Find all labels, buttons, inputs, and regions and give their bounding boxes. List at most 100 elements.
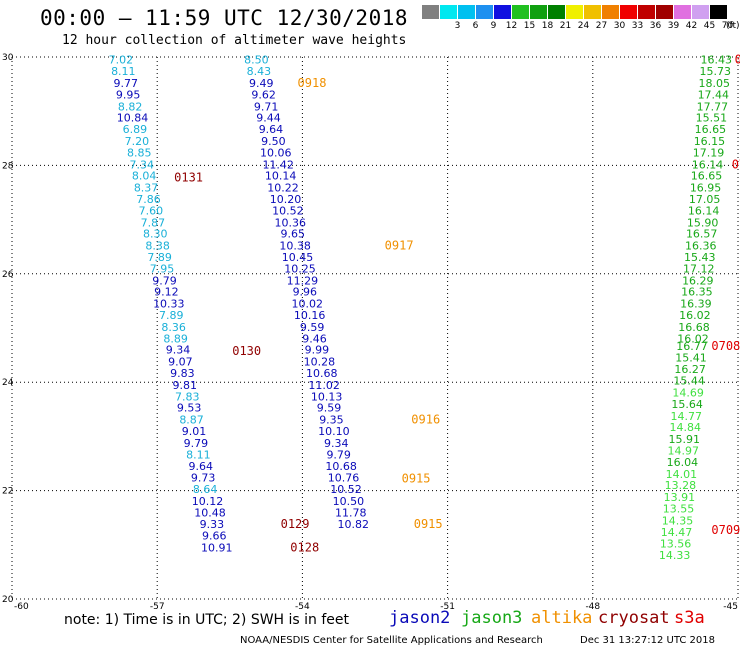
swh-data-label: 9.53 <box>177 402 202 415</box>
scale-label: 36 <box>649 21 662 31</box>
scale-swatch <box>710 5 727 19</box>
swh-data-label: 9.59 <box>300 321 325 334</box>
swh-data-label: 9.01 <box>182 425 207 438</box>
swh-data-label: 9.64 <box>189 460 214 473</box>
swh-data-label: 8.43 <box>247 65 272 78</box>
swh-data-label: 14.01 <box>666 468 698 481</box>
swh-data-label: 9.81 <box>173 379 198 392</box>
x-tick-label: -48 <box>585 602 600 610</box>
swh-data-label: 15.51 <box>696 112 728 125</box>
swh-data-label: 14.69 <box>672 386 704 399</box>
swh-data-label: 9.77 <box>113 77 138 90</box>
swh-data-label: 14.33 <box>659 549 691 562</box>
pass-time-label: 0915 <box>414 517 443 531</box>
swh-data-label: 10.50 <box>333 495 365 508</box>
swh-data-label: 8.87 <box>179 414 204 427</box>
swh-data-label: 9.44 <box>256 112 281 125</box>
swh-data-label: 9.33 <box>200 518 225 531</box>
swh-data-label: 18.05 <box>699 77 731 90</box>
altimeter-plot: -60 -57 -54 -51 -48 -453028262422207.028.119.… <box>2 53 740 610</box>
swh-data-label: 11.02 <box>308 379 340 392</box>
swh-data-label: 9.71 <box>254 100 279 113</box>
y-tick-label: 20 <box>2 595 14 605</box>
scale-label: 9 <box>490 21 497 31</box>
swh-data-label: 9.35 <box>319 414 344 427</box>
pass-time-label: 0130 <box>232 344 261 358</box>
swh-data-label: 9.73 <box>191 472 216 485</box>
swh-data-label: 16.43 <box>700 54 732 67</box>
scale-label: 27 <box>595 21 608 31</box>
swh-data-label: 16.27 <box>674 363 706 376</box>
swh-data-label: 7.89 <box>147 251 172 264</box>
swh-data-label: 10.76 <box>328 472 360 485</box>
swh-data-label: 10.68 <box>325 460 357 473</box>
scale-swatch <box>656 5 673 19</box>
swh-data-label: 16.95 <box>690 182 722 195</box>
swh-data-label: 16.04 <box>667 456 699 469</box>
swh-data-label: 9.95 <box>116 88 141 101</box>
swh-data-label: 10.45 <box>282 251 314 264</box>
pass-time-label: 0708 <box>711 339 740 353</box>
scale-label: 70 <box>721 21 734 31</box>
scale-swatch <box>476 5 493 19</box>
swh-data-label: 16.39 <box>680 298 712 311</box>
y-tick-label: 22 <box>2 487 13 497</box>
scale-label: 24 <box>577 21 590 31</box>
swh-data-label: 10.33 <box>153 298 185 311</box>
swh-data-label: 10.48 <box>194 506 226 519</box>
swh-data-label: 9.65 <box>280 228 305 241</box>
chart-subtitle: 12 hour collection of altimeter wave hei… <box>62 33 407 48</box>
swh-data-label: 10.25 <box>284 262 316 275</box>
swh-data-label: 14.97 <box>668 444 700 457</box>
chart-title: 00:00 – 11:59 UTC 12/30/2018 <box>40 6 409 30</box>
pass-time-label: 0 <box>735 53 740 67</box>
swh-data-label: 17.12 <box>683 262 715 275</box>
swh-data-label: 16.65 <box>695 123 727 136</box>
swh-data-label: 9.96 <box>293 286 318 299</box>
scale-swatch <box>584 5 601 19</box>
swh-data-label: 16.14 <box>688 204 720 217</box>
swh-data-label: 8.38 <box>145 240 170 253</box>
swh-data-label: 16.02 <box>677 332 709 345</box>
swh-data-label: 9.62 <box>251 88 276 101</box>
x-tick-label: -51 <box>440 602 455 610</box>
swh-data-label: 9.83 <box>170 367 195 380</box>
swh-data-label: 13.56 <box>660 538 692 551</box>
swh-data-label: 9.59 <box>317 402 342 415</box>
pass-time-label: 070 <box>732 157 740 171</box>
swh-data-label: 16.57 <box>686 228 718 241</box>
scale-swatch <box>530 5 547 19</box>
swh-data-label: 7.60 <box>139 204 164 217</box>
swh-data-label: 9.07 <box>168 356 193 369</box>
scale-label: 33 <box>631 21 644 31</box>
scale-swatch <box>674 5 691 19</box>
swh-data-label: 16.29 <box>682 274 714 287</box>
swh-data-label: 10.52 <box>330 483 362 496</box>
pass-time-label: 0917 <box>385 239 414 253</box>
swh-data-label: 9.66 <box>202 530 227 543</box>
swh-data-label: 7.89 <box>159 309 184 322</box>
swh-data-label: 13.28 <box>665 479 697 492</box>
swh-data-label: 16.77 <box>676 340 708 353</box>
swh-data-label: 10.20 <box>270 193 302 206</box>
swh-data-label: 8.89 <box>163 332 188 345</box>
swh-data-label: 10.36 <box>275 216 307 229</box>
scale-label: 15 <box>523 21 536 31</box>
swh-data-label: 9.34 <box>166 344 191 357</box>
swh-data-label: 7.02 <box>109 54 134 67</box>
swh-data-label: 16.36 <box>685 240 717 253</box>
scale-label: 21 <box>559 21 572 31</box>
swh-data-label: 9.46 <box>302 332 327 345</box>
scale-label: 39 <box>667 21 680 31</box>
swh-data-label: 7.86 <box>136 193 161 206</box>
pass-time-label: 0129 <box>281 517 310 531</box>
swh-data-label: 8.85 <box>127 146 152 159</box>
swh-data-label: 16.35 <box>681 286 713 299</box>
pass-time-label: 0916 <box>411 413 440 427</box>
swh-data-label: 10.10 <box>318 425 350 438</box>
x-tick-label: -45 <box>723 602 738 610</box>
satellite-legend-entry: jason3 <box>461 608 523 628</box>
swh-data-label: 8.82 <box>118 100 143 113</box>
swh-data-label: 9.79 <box>184 437 209 450</box>
swh-data-label: 10.91 <box>201 542 233 555</box>
